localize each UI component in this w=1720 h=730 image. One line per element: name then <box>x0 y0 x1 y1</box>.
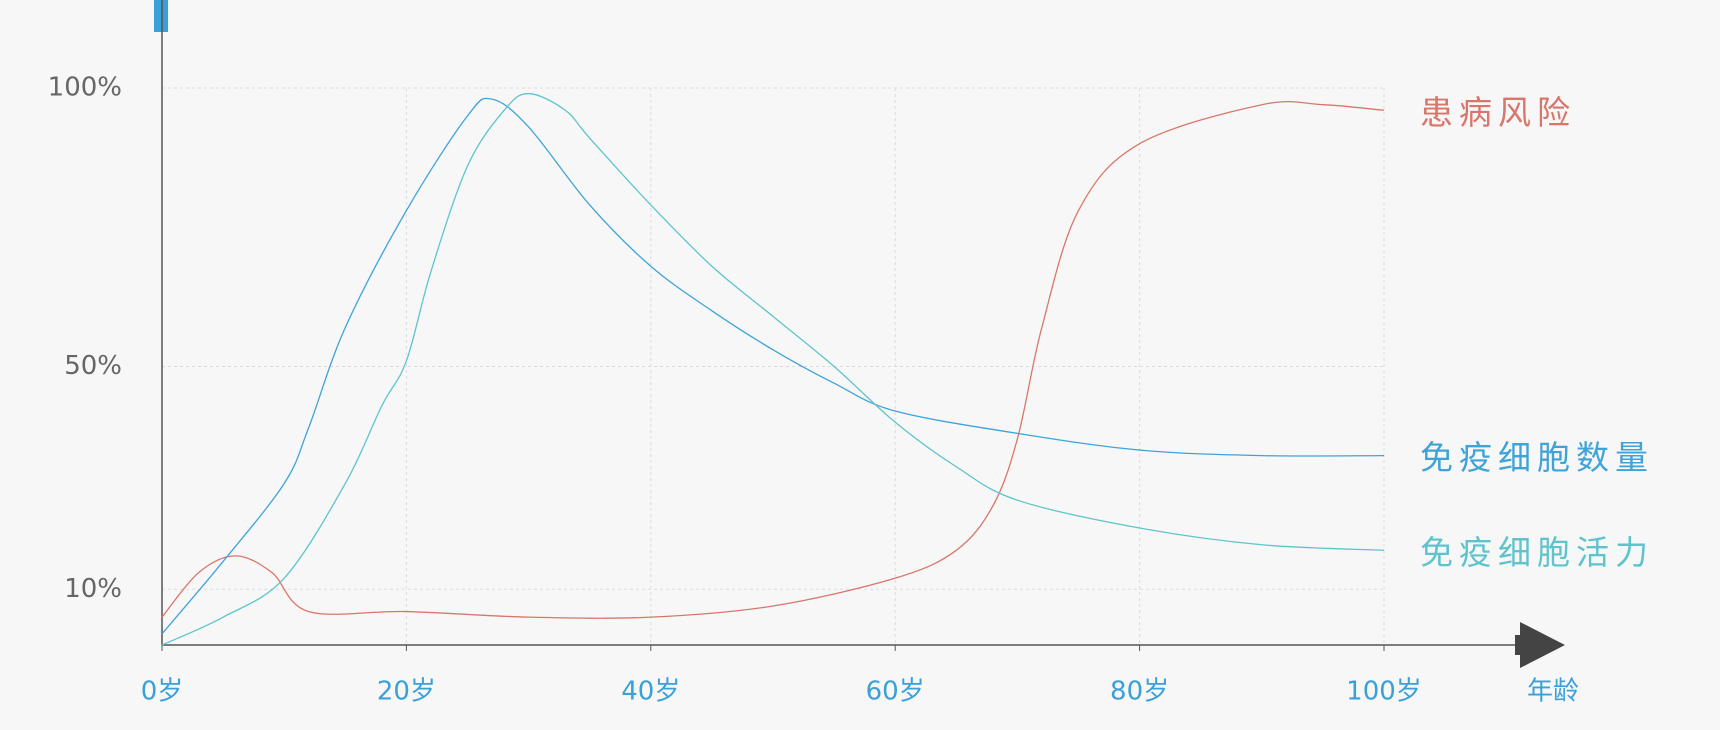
legend-label: 免疫细胞数量 <box>1420 438 1654 477</box>
x-tick-label: 40岁 <box>621 677 680 707</box>
x-tick-label: 0岁 <box>141 677 184 707</box>
x-tick-label: 100岁 <box>1346 677 1422 707</box>
y-tick-label: 50% <box>64 351 122 381</box>
x-axis-arrow <box>1515 622 1565 668</box>
series-line <box>161 97 1385 635</box>
x-tick-label: 80岁 <box>1110 677 1169 707</box>
series-line <box>161 100 1385 619</box>
x-tick-label: 60岁 <box>866 677 925 707</box>
x-tick-label: 20岁 <box>377 677 436 707</box>
legend-label: 免疫细胞活力 <box>1420 533 1654 572</box>
x-axis-label: 年龄 <box>1527 677 1579 707</box>
series-line <box>161 92 1385 646</box>
y-axis-cap <box>154 0 168 32</box>
legend-label: 患病风险 <box>1420 93 1576 132</box>
y-tick-label: 100% <box>48 73 122 103</box>
y-tick-label: 10% <box>64 574 122 604</box>
